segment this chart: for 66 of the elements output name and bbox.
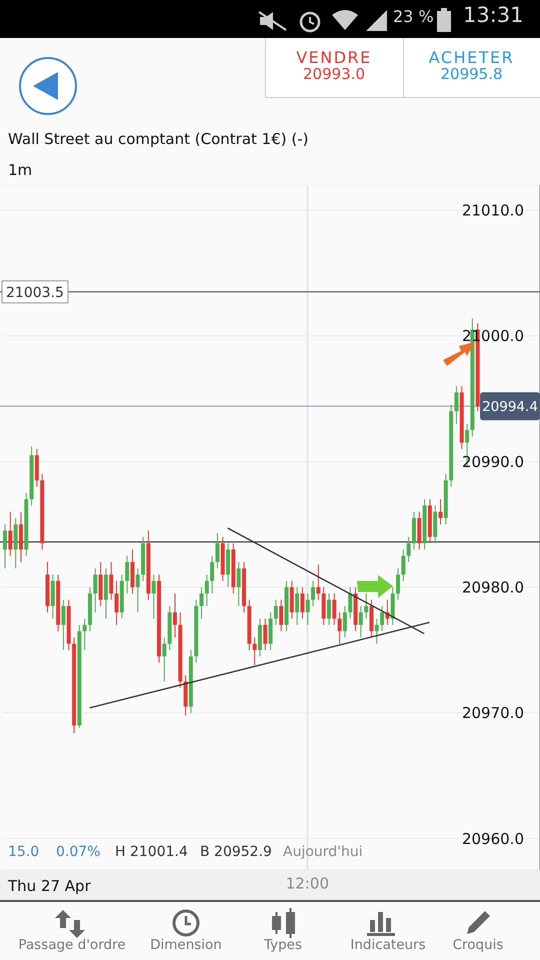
candlestick: [204, 574, 209, 607]
text: Thu 27 Apr: [8, 877, 91, 895]
text: 20995.8: [440, 65, 503, 83]
candlestick: [136, 568, 140, 613]
candlestick: [326, 592, 331, 626]
candlestick: [125, 555, 130, 594]
y-tick-label: 20960.0: [462, 830, 524, 848]
annotation: H 21001.4: [115, 844, 188, 860]
candlestick: [200, 586, 204, 620]
candlestick: [114, 580, 119, 626]
text: ACHETER: [428, 48, 514, 67]
text: 20993.0: [302, 65, 366, 83]
candlestick: [279, 599, 284, 632]
text: Dimension: [150, 937, 222, 953]
text: Passage d'ordre: [18, 937, 126, 953]
annotation: B 20952.9: [200, 844, 272, 860]
candlestick: [374, 618, 379, 644]
candlestick: [263, 618, 268, 651]
candlestick: [348, 586, 352, 620]
candlestick: [210, 555, 214, 594]
y-tick-label: 21010.0: [462, 201, 524, 220]
candlestick: [3, 524, 7, 569]
candlestick: [306, 592, 310, 626]
chart-subtitle: 1m: [8, 161, 32, 179]
candlestick: [438, 498, 443, 525]
candlestick: [172, 592, 177, 638]
candlestick: [215, 532, 220, 569]
candlestick: [364, 592, 368, 620]
text: Types: [264, 937, 302, 953]
candlestick: [406, 536, 411, 563]
annotation: 0.07%: [56, 844, 100, 860]
candlestick: [236, 562, 241, 607]
text: Indicateurs: [350, 937, 426, 953]
y-tick-label: 20980.0: [462, 578, 524, 597]
candlestick: [82, 618, 87, 651]
candlestick: [295, 586, 300, 626]
candlestick: [401, 548, 406, 582]
candlestick: [109, 562, 114, 600]
candlestick: [332, 592, 336, 626]
candlestick: [454, 386, 458, 424]
candlestick: [8, 511, 12, 556]
annotation: 15.0: [8, 844, 40, 860]
text: VENDRE: [296, 48, 372, 67]
candlestick: [358, 606, 363, 638]
candlestick: [396, 568, 400, 600]
candlestick: [252, 636, 257, 666]
candlestick: [162, 636, 166, 682]
ref-line-label: 20994.4: [482, 399, 538, 416]
ref-line-label: 21003.5: [6, 284, 64, 301]
x-tick-label: 12:00: [286, 874, 330, 893]
candlestick: [274, 599, 278, 626]
candlestick: [152, 574, 156, 620]
y-tick-label: 20970.0: [462, 704, 524, 722]
candlestick: [300, 586, 304, 620]
text: 23 %: [393, 7, 434, 26]
chart-title: Wall Street au comptant (Contrat 1€) (-): [8, 130, 308, 148]
text: Croquis: [452, 937, 504, 953]
candlestick: [93, 568, 98, 613]
annotation: Aujourd'hui: [283, 844, 363, 860]
candlestick: [311, 580, 316, 607]
candlestick: [342, 606, 347, 638]
candlestick: [380, 606, 384, 632]
candlestick: [316, 564, 320, 600]
text: 13:31: [463, 3, 524, 27]
candlestick: [338, 612, 342, 644]
candlestick: [61, 599, 66, 651]
